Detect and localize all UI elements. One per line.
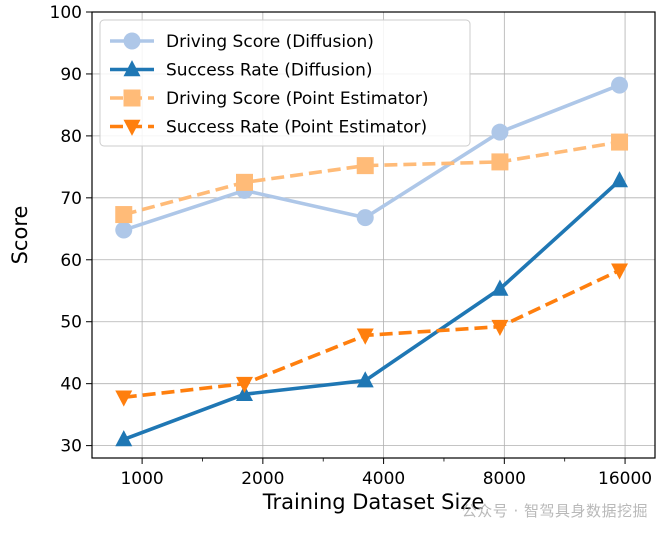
y-tick-label: 80 <box>60 127 82 147</box>
y-tick-label: 70 <box>60 189 82 209</box>
legend-label: Driving Score (Point Estimator) <box>166 89 428 109</box>
legend-marker <box>123 32 141 50</box>
axis-ticks: 30 40 50 60 70 80 90 100 1000 2000 4000 8000 16000 <box>50 3 653 489</box>
data-point <box>356 157 374 175</box>
x-tick-label: 2000 <box>241 469 284 489</box>
data-point <box>356 328 374 345</box>
x-tick-label: 8000 <box>483 469 526 489</box>
legend-label: Success Rate (Point Estimator) <box>166 118 427 138</box>
x-tick-label: 4000 <box>362 469 405 489</box>
data-point <box>115 221 133 239</box>
data-point <box>611 133 629 151</box>
data-point <box>115 206 133 224</box>
legend-box <box>99 19 471 147</box>
x-axis-label: Training Dataset Size <box>262 490 485 514</box>
data-point <box>491 153 509 171</box>
y-tick-label: 40 <box>60 375 82 395</box>
data-point <box>356 371 374 388</box>
series-layer <box>115 76 629 447</box>
y-tick-label: 100 <box>50 3 82 23</box>
data-point <box>235 376 253 394</box>
data-point <box>491 123 509 141</box>
plot-frame <box>91 11 656 459</box>
y-tick-label: 90 <box>60 65 82 85</box>
y-axis-label: Score <box>8 206 32 265</box>
legend-marker <box>123 89 141 107</box>
x-tick-label: 16000 <box>598 469 652 489</box>
legend-label: Driving Score (Diffusion) <box>166 32 374 52</box>
series-3 <box>115 263 629 407</box>
legend-marker <box>123 60 141 77</box>
data-point <box>115 390 133 407</box>
data-point <box>491 279 509 296</box>
y-tick-label: 60 <box>60 251 82 271</box>
data-point <box>356 209 374 227</box>
series-line <box>123 140 620 217</box>
legend: Driving Score (Diffusion) Success Rate (D… <box>99 19 471 147</box>
data-point <box>235 173 253 191</box>
y-tick-label: 30 <box>60 437 82 457</box>
legend-marker <box>123 119 141 136</box>
data-point <box>611 171 629 188</box>
data-point <box>611 76 629 94</box>
x-tick-label: 1000 <box>120 469 163 489</box>
data-point <box>491 319 509 337</box>
watermark: 公众号 · 智驾具身数据挖掘 <box>461 502 648 520</box>
data-point <box>115 430 133 447</box>
data-point <box>611 263 629 280</box>
legend-label: Success Rate (Diffusion) <box>166 61 373 81</box>
y-tick-label: 50 <box>60 313 82 333</box>
series-2 <box>115 133 629 224</box>
